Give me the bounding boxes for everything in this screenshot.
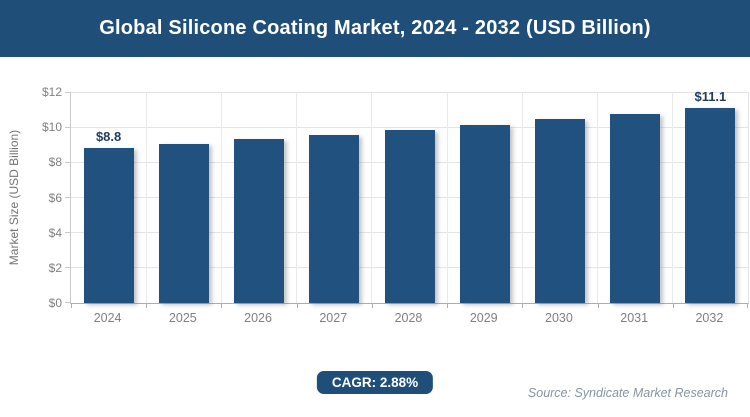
x-axis-label: 2031 <box>620 311 649 325</box>
gridline-vertical <box>521 92 523 303</box>
bar-2029 <box>459 124 510 303</box>
gridline-horizontal <box>71 91 748 93</box>
x-axis-label: 2028 <box>394 311 423 325</box>
gridline-vertical <box>597 92 599 303</box>
y-axis-tick <box>65 197 71 198</box>
gridline-horizontal <box>71 126 748 128</box>
y-axis-tick <box>65 267 71 269</box>
x-axis-label: 2030 <box>545 311 573 325</box>
bar-2028 <box>384 129 435 303</box>
bar-2030 <box>534 119 585 303</box>
gridline-vertical <box>220 92 222 303</box>
plot-area: $8.8 $11.1 <box>65 88 749 308</box>
bar-2026 <box>234 139 285 303</box>
x-axis-label: 2026 <box>244 311 272 325</box>
cagr-badge: CAGR: 2.88% <box>316 371 434 394</box>
bar-2027 <box>309 134 360 303</box>
y-axis-tick-label: $10 <box>41 120 62 135</box>
gridline-vertical <box>296 92 298 303</box>
x-axis-label: 2025 <box>168 311 197 325</box>
y-axis-tick-label: $2 <box>48 260 62 275</box>
y-axis-tick-label: $6 <box>48 190 62 205</box>
gridline-vertical <box>446 92 448 303</box>
bar-value-label: $8.8 <box>95 129 122 145</box>
x-axis-tick <box>747 304 748 308</box>
x-axis-label: 2029 <box>469 311 498 325</box>
x-axis-tick <box>296 304 298 308</box>
chart-title: Global Silicone Coating Market, 2024 - 2… <box>99 17 651 39</box>
x-axis-label: 2032 <box>695 311 724 325</box>
y-axis-tick-label: $0 <box>48 296 62 310</box>
y-axis-tick <box>65 91 71 93</box>
chart-title-bar: Global Silicone Coating Market, 2024 - 2… <box>0 0 750 57</box>
x-axis-tick <box>522 304 524 308</box>
x-axis-tick <box>447 304 449 308</box>
bar-2032 <box>685 107 736 303</box>
y-axis-tick <box>65 232 71 234</box>
y-axis-tick-label: $12 <box>41 85 62 99</box>
gridline-vertical <box>145 92 147 303</box>
x-axis-label: 2024 <box>93 311 122 325</box>
bar-2031 <box>610 114 661 303</box>
x-axis-tick <box>597 304 599 308</box>
source-credit: Source: Syndicate Market Research <box>527 386 728 400</box>
y-axis-tick-label: $8 <box>48 155 62 170</box>
y-axis-tick <box>65 302 71 303</box>
x-axis-label: 2027 <box>319 311 348 325</box>
bar-2024 <box>83 148 134 303</box>
x-axis-tick <box>371 304 373 308</box>
x-axis-tick <box>71 304 72 308</box>
x-axis-tick <box>672 304 674 308</box>
y-axis-tick <box>65 161 71 163</box>
y-axis-tick-label: $4 <box>48 225 62 240</box>
x-axis-tick <box>221 304 223 308</box>
gridline-vertical <box>672 92 674 303</box>
y-axis-tick <box>65 126 71 128</box>
x-axis-tick <box>146 304 148 308</box>
cagr-label: CAGR: 2.88% <box>331 375 419 390</box>
gridline-vertical <box>371 92 373 303</box>
bar-2025 <box>158 143 209 303</box>
bar-value-label: $11.1 <box>694 88 727 104</box>
